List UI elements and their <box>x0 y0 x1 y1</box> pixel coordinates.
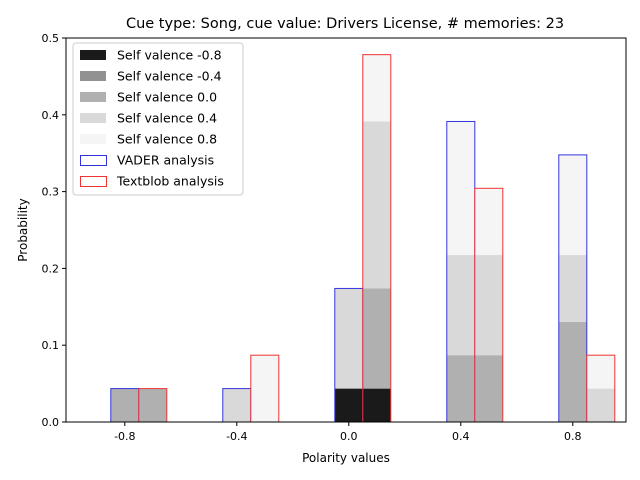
bar-segment <box>334 388 363 422</box>
chart-title: Cue type: Song, cue value: Drivers Licen… <box>126 16 564 32</box>
y-tick-label: 0.2 <box>42 262 60 275</box>
legend-swatch <box>80 71 106 81</box>
y-axis: 0.0 0.1 0.2 0.3 0.4 0.5 <box>42 32 66 429</box>
bar-segment <box>334 288 363 389</box>
bar-segment <box>362 388 391 422</box>
legend-swatch <box>80 113 106 123</box>
x-tick-label: 0.0 <box>340 430 358 443</box>
bar-segment <box>362 121 391 289</box>
x-tick-label: 0.4 <box>452 430 470 443</box>
bar-segment <box>558 255 587 322</box>
bar-segment <box>446 255 475 356</box>
y-tick-label: 0.1 <box>42 339 60 352</box>
bar-segment <box>586 388 615 422</box>
legend-label: Textblob analysis <box>116 174 224 189</box>
plot-area <box>110 54 616 423</box>
y-tick-label: 0.4 <box>42 109 60 122</box>
bar-segment <box>446 355 475 422</box>
bar-segment <box>474 188 503 256</box>
y-tick-label: 0.3 <box>42 186 60 199</box>
legend-swatch <box>80 50 106 60</box>
bar-segment <box>586 355 615 389</box>
bar-segment <box>558 321 587 422</box>
plot-frame <box>65 37 627 423</box>
legend-box <box>72 42 244 196</box>
legend-swatch <box>80 155 107 166</box>
legend-label: Self valence 0.4 <box>117 111 217 126</box>
bar-segment <box>250 355 279 422</box>
legend-label: Self valence 0.0 <box>117 90 217 105</box>
bar-segment <box>362 54 391 122</box>
bar-segment <box>362 288 391 389</box>
x-axis-label: Polarity values <box>302 451 390 465</box>
legend-swatch <box>80 92 106 102</box>
bar-segment <box>446 121 475 256</box>
bar-segment <box>110 388 139 422</box>
legend-label: Self valence -0.8 <box>117 48 222 63</box>
x-tick-label: -0.4 <box>226 430 247 443</box>
legend-label: Self valence 0.8 <box>117 132 217 147</box>
legend-swatch <box>80 176 107 187</box>
legend: Self valence -0.8 Self valence -0.4 Self v… <box>72 42 244 196</box>
x-axis: -0.8 -0.4 0.0 0.4 0.8 <box>114 422 582 443</box>
x-tick-label: -0.8 <box>114 430 135 443</box>
bar-segment <box>558 154 587 256</box>
bar-segment <box>222 388 251 422</box>
legend-label: Self valence -0.4 <box>117 69 222 84</box>
y-tick-label: 0.5 <box>42 32 60 45</box>
legend-swatch <box>80 134 106 144</box>
legend-label: VADER analysis <box>117 153 214 168</box>
y-axis-label: Probability <box>16 198 30 261</box>
bar-segment <box>474 355 503 422</box>
bar-segment <box>474 255 503 356</box>
y-tick-label: 0.0 <box>42 416 60 429</box>
bar-segment <box>138 388 167 422</box>
x-tick-label: 0.8 <box>564 430 582 443</box>
